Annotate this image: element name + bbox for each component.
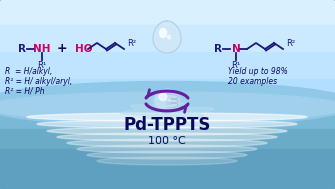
- Ellipse shape: [87, 151, 247, 159]
- Polygon shape: [120, 103, 214, 119]
- Bar: [0, 106, 335, 135]
- Bar: [0, 79, 335, 108]
- Ellipse shape: [67, 139, 267, 147]
- Text: R  = H/alkyl,: R = H/alkyl,: [5, 67, 52, 75]
- Ellipse shape: [37, 120, 297, 128]
- Text: NH: NH: [33, 44, 51, 54]
- Bar: [0, 149, 335, 189]
- Text: R² = H/ Ph: R² = H/ Ph: [5, 87, 45, 95]
- Bar: [0, 52, 335, 81]
- Text: R²: R²: [127, 39, 136, 47]
- Bar: [0, 25, 335, 54]
- Ellipse shape: [154, 89, 180, 113]
- Bar: [0, 133, 335, 162]
- Text: 100 °C: 100 °C: [148, 136, 186, 146]
- Text: N: N: [231, 44, 241, 54]
- Ellipse shape: [77, 145, 257, 153]
- Ellipse shape: [27, 113, 307, 121]
- Text: Yield up to 98%: Yield up to 98%: [228, 67, 288, 75]
- Ellipse shape: [159, 29, 166, 37]
- Ellipse shape: [47, 127, 287, 135]
- Ellipse shape: [57, 133, 277, 141]
- Text: R: R: [214, 44, 222, 54]
- Text: 20 examples: 20 examples: [228, 77, 277, 85]
- Ellipse shape: [97, 157, 237, 165]
- Ellipse shape: [156, 91, 178, 111]
- Ellipse shape: [159, 94, 167, 101]
- Text: R: R: [18, 44, 26, 54]
- Ellipse shape: [168, 98, 171, 101]
- Bar: [0, 160, 335, 189]
- Text: R¹ = H/ alkyl/aryl,: R¹ = H/ alkyl/aryl,: [5, 77, 72, 85]
- Polygon shape: [153, 21, 181, 53]
- Ellipse shape: [0, 81, 335, 126]
- Text: Pd-TPPTS: Pd-TPPTS: [123, 116, 211, 134]
- Text: R¹: R¹: [38, 60, 47, 70]
- Bar: [0, 129, 335, 189]
- Text: HO: HO: [75, 44, 92, 54]
- Ellipse shape: [0, 92, 335, 122]
- Text: R¹: R¹: [231, 60, 241, 70]
- Ellipse shape: [168, 35, 171, 39]
- Text: +: +: [57, 42, 67, 54]
- Bar: [0, 0, 335, 27]
- Text: R²: R²: [286, 39, 295, 47]
- Bar: [0, 104, 335, 189]
